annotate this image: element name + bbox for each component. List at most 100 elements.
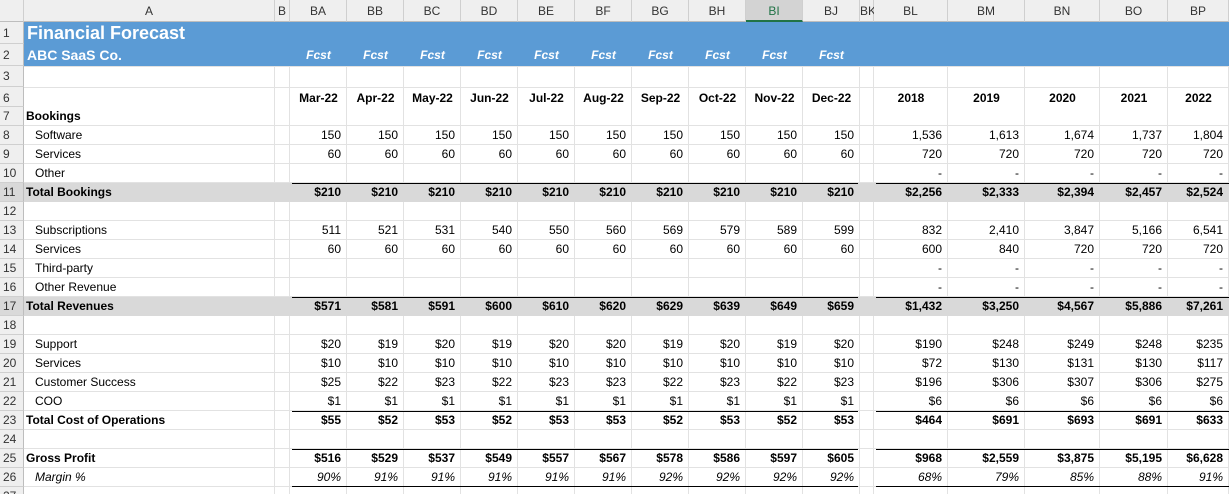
row-number: 18 [0, 316, 24, 335]
cell: $210 [371, 185, 398, 199]
row-number: 19 [0, 335, 24, 354]
cell: 88% [1137, 470, 1162, 484]
cell: $639 [713, 299, 740, 313]
total-fill [0, 183, 1229, 202]
cell: 91% [373, 470, 398, 484]
grid-line [802, 66, 803, 494]
cell: 150 [548, 128, 569, 142]
row-number: 11 [0, 183, 24, 202]
cell: $22 [491, 375, 512, 389]
cell: 60 [498, 147, 512, 161]
cell: $190 [915, 337, 942, 351]
cell: $23 [833, 375, 854, 389]
cell: 60 [555, 242, 569, 256]
grid-line [403, 66, 404, 494]
cell: $23 [719, 375, 740, 389]
month-header: Aug-22 [583, 91, 624, 105]
cell: $10 [491, 356, 512, 370]
cell: 91% [430, 470, 455, 484]
cell: - [938, 280, 942, 294]
cell: 832 [921, 223, 942, 237]
total-rule [292, 297, 858, 298]
cell: $210 [485, 185, 512, 199]
cell: 840 [998, 242, 1019, 256]
cell: 60 [840, 147, 854, 161]
total-rule [292, 449, 858, 450]
grid-line [24, 353, 1229, 354]
cell: 91% [601, 470, 626, 484]
grid-line [24, 144, 1229, 145]
cell: $659 [827, 299, 854, 313]
cell: $1 [555, 394, 569, 408]
cell: $529 [371, 451, 398, 465]
cell: $2,256 [905, 185, 942, 199]
total-fill [0, 297, 1229, 316]
cell: $53 [719, 413, 740, 427]
column-header: BB [347, 0, 404, 22]
fcst-label: Fcst [762, 48, 787, 62]
cell: 150 [662, 128, 683, 142]
row-number: 14 [0, 240, 24, 259]
cell: 150 [434, 128, 455, 142]
cell: $20 [434, 337, 455, 351]
row-number: 3 [0, 66, 24, 87]
row-label: Subscriptions [35, 223, 108, 237]
fcst-label: Fcst [648, 48, 673, 62]
column-header: BD [461, 0, 518, 22]
year-header: 2021 [1120, 91, 1148, 105]
cell: $629 [656, 299, 683, 313]
cell: 60 [612, 242, 626, 256]
column-header: BI [746, 0, 803, 22]
total-rule [876, 183, 1229, 184]
cell: $968 [915, 451, 942, 465]
row-label: Services [35, 356, 82, 370]
month-header: Jun-22 [470, 91, 509, 105]
cell: $691 [1135, 413, 1162, 427]
row-number: 17 [0, 297, 24, 316]
cell: $210 [770, 185, 797, 199]
cell: $117 [1197, 356, 1223, 370]
row-label: Software [35, 128, 83, 142]
cell: - [1015, 261, 1019, 275]
cell: 150 [491, 128, 512, 142]
cell: 1,613 [988, 128, 1019, 142]
cell: $248 [992, 337, 1019, 351]
company: ABC SaaS Co. [27, 47, 122, 63]
total-rule [292, 411, 858, 412]
cell: $53 [548, 413, 569, 427]
cell: 550 [548, 223, 569, 237]
cell: 60 [783, 147, 797, 161]
cell: $6 [1209, 394, 1223, 408]
cell: $6 [1005, 394, 1019, 408]
cell: - [1015, 166, 1019, 180]
cell: $1 [327, 394, 341, 408]
row-number: 15 [0, 259, 24, 278]
row-number: 1 [0, 22, 24, 44]
cell: 521 [377, 223, 398, 237]
cell: - [1090, 166, 1094, 180]
year-header: 2020 [1049, 91, 1076, 105]
cell: $691 [992, 413, 1019, 427]
grid-line [947, 66, 948, 494]
column-header: BA [290, 0, 347, 22]
cell: $53 [605, 413, 626, 427]
cell: $2,559 [982, 451, 1019, 465]
cell: 68% [917, 470, 942, 484]
cell: 60 [726, 242, 740, 256]
cell: 150 [377, 128, 398, 142]
cell: $6 [1148, 394, 1162, 408]
row-number: 9 [0, 145, 24, 164]
cell: $10 [605, 356, 626, 370]
row-label: Total Bookings [26, 185, 112, 199]
grid-line [24, 372, 1229, 373]
cell: 60 [441, 147, 455, 161]
cell: 569 [662, 223, 683, 237]
cell: $55 [320, 413, 341, 427]
row-number: 2 [0, 44, 24, 66]
cell: $23 [605, 375, 626, 389]
cell: $53 [434, 413, 455, 427]
cell: 720 [1141, 242, 1162, 256]
cell: $567 [599, 451, 626, 465]
cell: 1,674 [1063, 128, 1094, 142]
